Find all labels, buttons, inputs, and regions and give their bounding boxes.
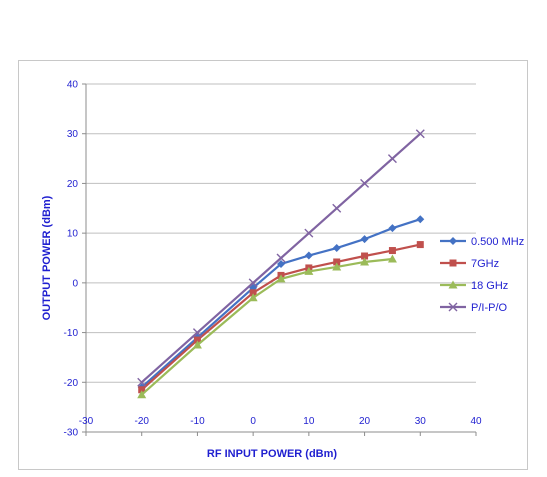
data-point (138, 386, 146, 394)
y-tick-label: 10 (67, 229, 79, 240)
data-point (415, 129, 425, 139)
legend-item: 18 GHz (440, 280, 508, 292)
legend: 0.500 MHz 7GHz 18 GHz P/I-P/O (440, 236, 524, 314)
legend-label: P/I-P/O (471, 302, 508, 314)
y-tick-label: 40 (67, 80, 79, 91)
legend-marker (449, 237, 457, 245)
x-tick-labels: -30 -20 -10 0 10 20 30 40 (79, 416, 482, 427)
y-axis-title: OUTPUT POWER (dBm) (41, 195, 53, 320)
data-point (137, 390, 147, 399)
data-point (304, 251, 313, 260)
y-tick-label: 0 (72, 278, 78, 289)
data-point (387, 254, 397, 263)
data-point (416, 241, 424, 249)
legend-marker (449, 259, 457, 267)
data-point (277, 259, 285, 268)
series-line (140, 257, 393, 396)
data-point (276, 253, 286, 263)
series-group (137, 129, 425, 399)
gridlines (86, 83, 476, 383)
x-tick-label: 0 (250, 416, 256, 427)
legend-marker (448, 280, 458, 289)
data-point (249, 289, 257, 297)
data-point (248, 278, 258, 288)
x-tick-label: 20 (359, 416, 371, 427)
x-tick-label: -10 (190, 416, 205, 427)
data-point (360, 257, 370, 266)
data-point (333, 258, 341, 266)
x-tick-label: -20 (134, 416, 149, 427)
data-point (388, 224, 397, 233)
data-point (360, 178, 370, 188)
axes (82, 83, 477, 436)
x-tick-label: 30 (415, 416, 427, 427)
series-3 (137, 129, 425, 387)
y-tick-label: -10 (64, 328, 79, 339)
legend-item: 7GHz (440, 258, 499, 270)
series-2 (137, 254, 397, 399)
data-point (388, 247, 396, 255)
data-point (416, 215, 425, 224)
data-point (332, 244, 341, 253)
y-tick-label: 20 (67, 179, 79, 190)
data-point (192, 340, 202, 349)
data-point (332, 262, 342, 271)
data-point (248, 293, 258, 302)
data-point (332, 203, 342, 213)
x-tick-label: -30 (79, 416, 94, 427)
x-axis-title: RF INPUT POWER (dBm) (207, 448, 337, 460)
y-tick-label: 30 (67, 129, 79, 140)
y-tick-label: -20 (64, 378, 79, 389)
data-point (361, 252, 369, 260)
y-tick-label: -30 (64, 428, 79, 439)
data-point (360, 235, 369, 244)
series-line (140, 218, 421, 389)
data-point (193, 336, 201, 344)
legend-item: 0.500 MHz (440, 236, 524, 248)
data-point (304, 228, 314, 238)
legend-marker (448, 302, 458, 312)
y-tick-labels: -30 -20 -10 0 10 20 30 40 (64, 80, 79, 439)
x-tick-label: 10 (303, 416, 315, 427)
legend-label: 18 GHz (471, 280, 508, 292)
data-point (192, 328, 202, 338)
data-point (137, 377, 147, 387)
data-point (304, 266, 314, 275)
legend-label: 7GHz (471, 258, 499, 270)
legend-item: P/I-P/O (440, 302, 508, 314)
data-point (387, 154, 397, 164)
x-tick-label: 40 (470, 416, 482, 427)
data-point (276, 274, 286, 283)
series-0 (137, 215, 425, 392)
legend-label: 0.500 MHz (471, 236, 524, 248)
